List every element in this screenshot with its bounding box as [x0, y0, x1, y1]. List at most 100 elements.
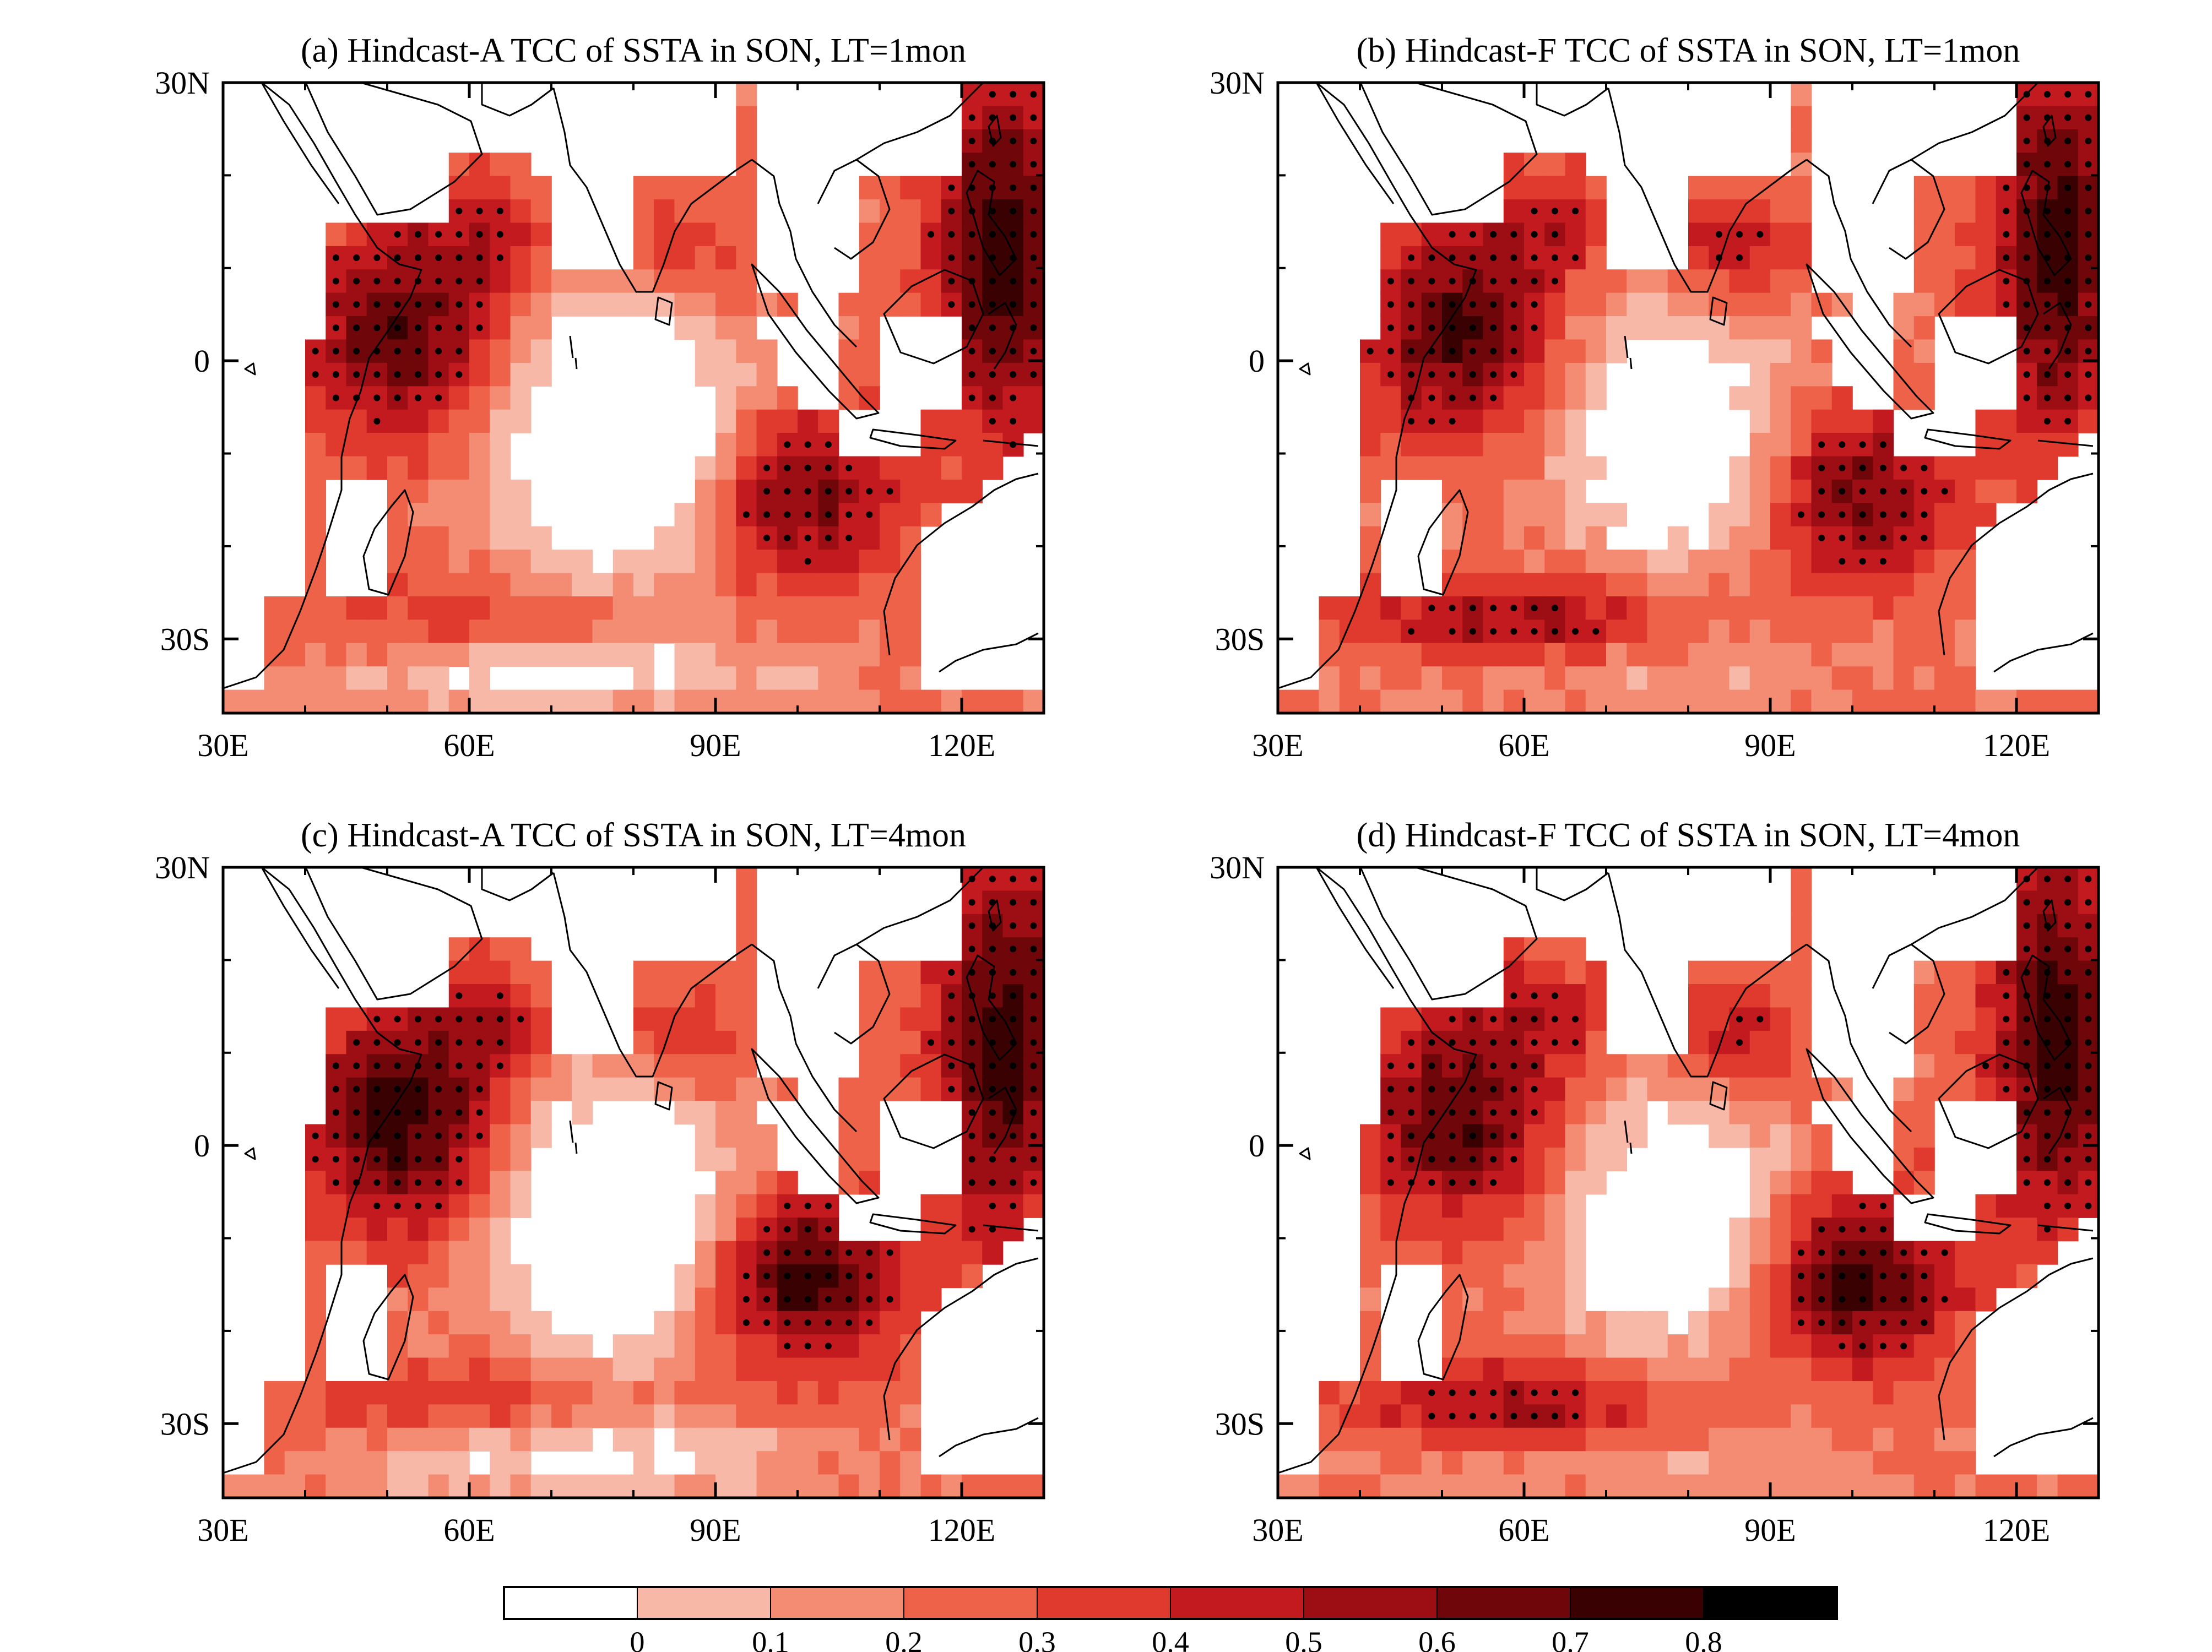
tcc-cell — [1811, 409, 1833, 433]
significance-dot — [435, 1039, 442, 1046]
significance-dot — [1428, 1179, 1435, 1186]
tcc-cell — [1709, 1357, 1730, 1382]
tcc-cell — [346, 1451, 367, 1475]
significance-dot — [1859, 1296, 1866, 1303]
tcc-cell — [448, 573, 470, 597]
colorbar-label: 0.5 — [1285, 1626, 1322, 1652]
significance-dot — [414, 371, 421, 378]
tcc-cell — [1729, 1451, 1750, 1475]
significance-dot — [1449, 231, 1456, 238]
tcc-cell — [1709, 984, 1730, 1008]
significance-dot — [2043, 278, 2051, 285]
significance-dot — [989, 1015, 996, 1023]
tcc-cell — [859, 984, 880, 1008]
tcc-cell — [448, 1241, 470, 1265]
tcc-cell — [695, 1194, 716, 1218]
tcc-cell — [1709, 573, 1730, 597]
significance-dot — [1490, 605, 1497, 612]
significance-dot — [1428, 417, 1435, 425]
tcc-cell — [736, 199, 757, 224]
significance-dot — [1449, 628, 1456, 635]
tcc-cell — [1565, 666, 1586, 691]
x-tick-label: 120E — [1983, 1512, 2050, 1548]
tcc-cell — [1770, 1357, 1792, 1382]
tcc-cell — [510, 1264, 532, 1289]
tcc-cell — [1811, 386, 1833, 410]
tcc-cell — [1606, 1054, 1628, 1078]
tcc-cell — [1627, 1101, 1648, 1125]
significance-dot — [394, 1062, 401, 1069]
significance-dot — [763, 1249, 771, 1256]
tcc-cell — [1831, 596, 1853, 621]
tcc-cell — [859, 1451, 880, 1475]
significance-dot — [1408, 347, 1415, 355]
tcc-cell — [1955, 573, 1976, 597]
tcc-cell — [777, 689, 798, 713]
tcc-cell — [674, 1030, 696, 1055]
significance-dot — [1879, 1249, 1886, 1256]
significance-dot — [1030, 184, 1037, 191]
tcc-cell — [490, 550, 511, 574]
colorbar-swatch — [1170, 1587, 1304, 1619]
tcc-cell — [408, 433, 429, 457]
significance-dot — [1900, 1273, 1907, 1280]
tcc-cell — [1565, 1311, 1586, 1335]
tcc-cell — [880, 199, 901, 224]
tcc-cell — [1893, 643, 1915, 667]
tcc-cell — [612, 1357, 634, 1382]
tcc-cell — [1565, 409, 1586, 433]
tcc-cell — [1913, 984, 1935, 1008]
tcc-cell — [633, 1451, 655, 1475]
tcc-cell — [1770, 573, 1792, 597]
tcc-cell — [1667, 643, 1689, 667]
tcc-cell — [366, 1404, 388, 1428]
significance-dot — [1531, 1109, 1538, 1116]
tcc-cell — [366, 456, 388, 480]
tcc-cell — [530, 1311, 552, 1335]
tcc-cell — [448, 1264, 470, 1289]
tcc-cell — [1421, 1241, 1443, 1265]
tcc-cell — [654, 1357, 675, 1382]
significance-dot — [1010, 394, 1017, 401]
tcc-cell — [1524, 1124, 1546, 1148]
tcc-cell — [1893, 573, 1915, 597]
tcc-cell — [695, 1334, 716, 1358]
significance-dot — [1490, 231, 1497, 238]
tcc-cell — [900, 1054, 921, 1078]
tcc-cell — [1770, 1264, 1792, 1289]
significance-dot — [332, 1109, 339, 1116]
tcc-cell — [654, 176, 675, 200]
tcc-cell — [305, 620, 327, 644]
tcc-cell — [715, 1054, 737, 1078]
tcc-cell — [490, 937, 511, 961]
tcc-cell — [1023, 1474, 1044, 1498]
significance-dot — [784, 1202, 791, 1209]
tcc-cell — [695, 984, 716, 1008]
tcc-cell — [510, 153, 532, 177]
tcc-cell — [798, 1404, 819, 1428]
tcc-cell — [408, 1381, 429, 1405]
x-tick-label: 120E — [1983, 727, 2050, 763]
significance-dot — [476, 1015, 483, 1023]
tcc-cell — [1913, 596, 1935, 621]
tcc-cell — [1585, 1427, 1607, 1452]
tcc-cell — [1709, 689, 1730, 713]
significance-dot — [1428, 1412, 1435, 1420]
tcc-cell — [1975, 176, 1997, 200]
significance-dot — [763, 511, 771, 518]
significance-dot — [2064, 114, 2072, 121]
significance-dot — [476, 301, 483, 308]
tcc-cell — [469, 1287, 491, 1312]
tcc-cell — [1002, 689, 1024, 713]
tcc-cell — [1585, 1171, 1607, 1195]
significance-dot — [435, 1202, 442, 1209]
tcc-cell — [1401, 1381, 1422, 1405]
tcc-cell — [1647, 620, 1668, 644]
tcc-cell — [490, 573, 511, 597]
tcc-cell — [1749, 362, 1771, 387]
tcc-cell — [715, 1218, 737, 1242]
significance-dot — [456, 301, 463, 308]
tcc-cell — [469, 1311, 491, 1335]
tcc-cell — [448, 503, 470, 527]
significance-dot — [948, 1062, 955, 1069]
